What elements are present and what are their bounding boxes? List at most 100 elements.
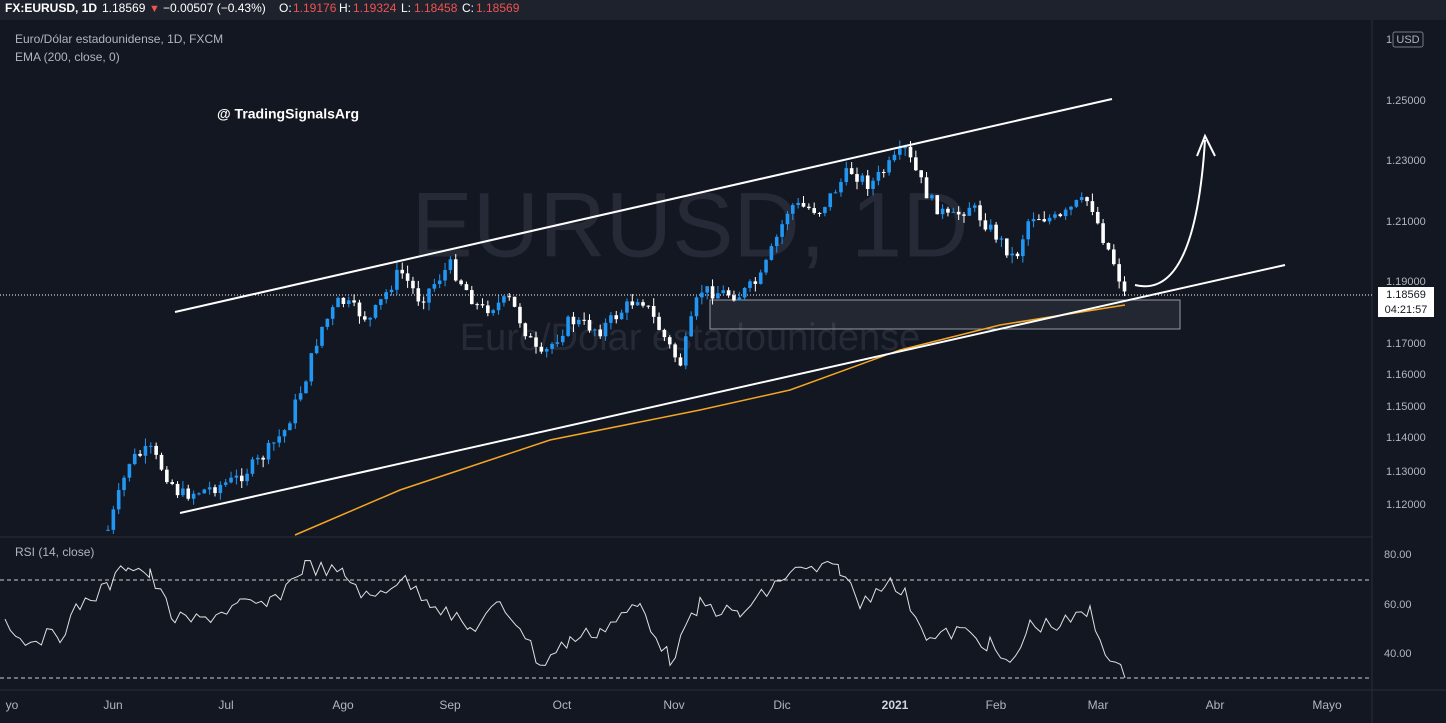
candle <box>1047 217 1052 222</box>
candle <box>111 509 116 530</box>
candle <box>566 316 570 336</box>
h-label: H: <box>339 1 351 15</box>
candle <box>946 208 950 213</box>
candle <box>1085 197 1089 202</box>
candle <box>229 477 233 483</box>
c-label: C: <box>462 1 474 15</box>
time-label: Ago <box>332 698 354 712</box>
time-label: Nov <box>663 698 684 712</box>
candle <box>475 304 479 306</box>
candle <box>1069 206 1073 210</box>
candle <box>1037 219 1041 221</box>
candle <box>496 302 501 311</box>
candle <box>304 381 308 394</box>
rsi-line <box>4 559 1126 679</box>
candle <box>769 246 774 260</box>
candle <box>972 205 977 208</box>
candle <box>898 148 902 155</box>
price-label: 1.16000 <box>1386 369 1426 381</box>
candle <box>143 445 148 456</box>
candle <box>892 154 897 161</box>
candle <box>486 305 490 314</box>
candle <box>1079 197 1084 201</box>
candle <box>619 312 624 320</box>
candle <box>705 286 709 293</box>
zone-box <box>709 299 1181 330</box>
time-label: Mayo <box>1312 698 1342 712</box>
candle <box>823 207 827 214</box>
candle <box>828 193 833 208</box>
low: 1.18458 <box>414 1 458 15</box>
candle <box>1095 211 1100 224</box>
candle <box>379 299 383 305</box>
l-label: L: <box>401 1 411 15</box>
candle <box>646 305 651 307</box>
time-label: yo <box>6 698 19 712</box>
candle <box>106 529 110 531</box>
price-label: 1.21000 <box>1386 216 1426 228</box>
candle <box>421 301 426 303</box>
candle <box>400 269 405 274</box>
candle <box>962 214 966 216</box>
candle <box>1122 281 1127 292</box>
high: 1.19324 <box>353 1 397 15</box>
candle <box>266 442 271 460</box>
change: −0.00507 (−0.43%) <box>163 1 266 15</box>
candle <box>630 301 635 306</box>
candle <box>352 300 356 303</box>
candle <box>807 206 811 209</box>
current-price-tag <box>1378 287 1434 317</box>
candle <box>507 296 512 298</box>
candle <box>1005 238 1009 256</box>
candle <box>223 482 228 485</box>
price-label: 1 <box>1386 34 1392 46</box>
candle <box>903 146 907 149</box>
candle <box>534 337 538 347</box>
candle <box>582 319 586 321</box>
candle <box>464 284 469 291</box>
candle <box>373 304 378 318</box>
candle <box>662 329 667 338</box>
candle <box>812 208 816 213</box>
candle <box>651 306 656 317</box>
candle <box>1074 200 1079 207</box>
candle <box>753 281 758 284</box>
candle <box>876 171 881 181</box>
top-bar <box>0 0 1446 20</box>
price-label: 1.14000 <box>1386 432 1426 444</box>
time-label: Feb <box>986 698 1007 712</box>
candle <box>357 302 362 317</box>
candle <box>1042 219 1047 222</box>
candle <box>443 269 447 281</box>
close: 1.18569 <box>476 1 520 15</box>
candle <box>930 195 934 199</box>
candle <box>437 280 442 285</box>
time-label: Mar <box>1088 698 1109 712</box>
time-label: Dic <box>773 698 790 712</box>
candle <box>298 393 303 400</box>
candle <box>138 453 142 456</box>
candle <box>1021 239 1025 257</box>
candle <box>197 493 201 495</box>
candle <box>951 211 956 213</box>
price-label: 1.13000 <box>1386 466 1426 478</box>
candle <box>860 175 865 182</box>
candle <box>544 348 549 352</box>
candle <box>571 316 576 325</box>
candle <box>742 287 747 298</box>
candle <box>159 454 164 470</box>
candle <box>678 357 683 366</box>
candle <box>411 280 415 289</box>
candle <box>250 459 255 474</box>
currency: USD <box>1396 34 1419 46</box>
candle <box>593 329 597 331</box>
candle <box>700 292 704 298</box>
candle <box>277 436 281 443</box>
price-label: 1.23000 <box>1386 155 1426 167</box>
candle <box>1112 249 1116 265</box>
candle <box>363 316 367 320</box>
candle <box>999 238 1004 240</box>
candle <box>288 423 292 431</box>
candle <box>405 273 410 281</box>
candle <box>470 290 474 305</box>
